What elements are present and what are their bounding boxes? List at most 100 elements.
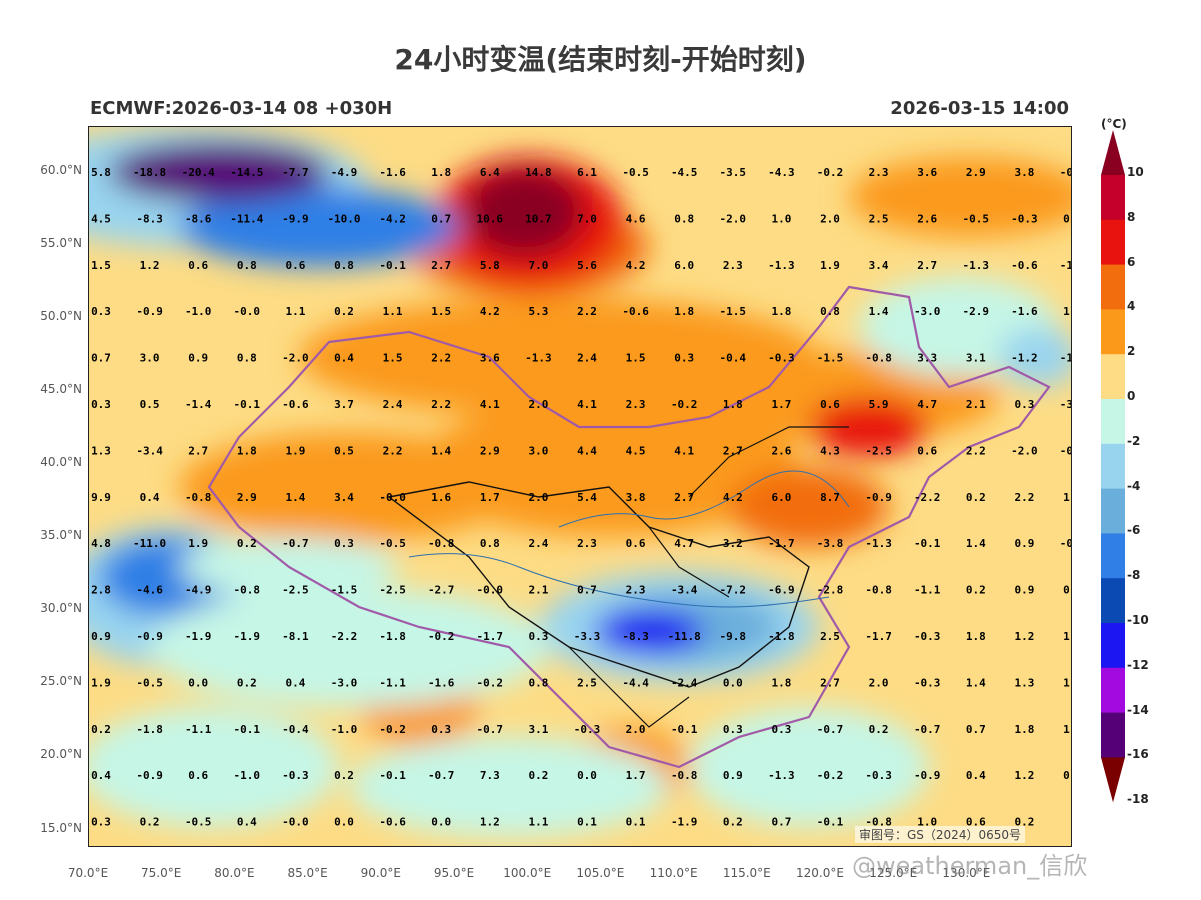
grid-value: 3.2 [723,537,743,550]
grid-value: 1.7 [771,398,791,411]
grid-value: -0.3 [914,630,941,643]
grid-value: -0.4 [1060,537,1071,550]
grid-value: 0.3 [91,816,111,829]
grid-value: 2.1 [528,584,548,597]
grid-value: 4.2 [480,305,500,318]
grid-value: -0.2 [817,166,844,179]
author-watermark: @weatherman_信欣 [852,852,1088,880]
grid-value: 0.6 [285,259,305,272]
province-borders-inner [568,426,849,728]
grid-value: -3.0 [331,676,358,689]
grid-value: -8.1 [282,630,309,643]
grid-value: 2.5 [577,676,597,689]
grid-value: -0.4 [720,352,747,365]
grid-value: -0.3 [914,676,941,689]
longitude-tick: 110.0°E [649,866,698,880]
grid-value: -1.6 [1060,259,1071,272]
colorbar-unit: (°C) [1101,117,1127,131]
grid-value: 4.2 [626,259,646,272]
grid-value: 0.2 [966,584,986,597]
grid-value: 0.4 [334,352,354,365]
value-grid: 5.8 -18.8 -20.4 -14.5 -7.7 -4.9 -1.6 1.8 6.4 14.8… [91,166,1071,829]
grid-value: 2.2 [431,352,451,365]
grid-value: -0.9 [865,491,892,504]
colorbar-segment [1101,712,1125,758]
grid-value: -7.7 [282,166,309,179]
grid-value: 7.3 [480,769,500,782]
grid-value: 0.3 [674,352,694,365]
grid-value: 0.6 [188,259,208,272]
grid-value: 0.7 [771,816,791,829]
grid-value: -8.3 [622,630,649,643]
grid-value: -1.6 [1011,305,1038,318]
colorbar-segment [1101,667,1125,714]
longitude-tick: 120.0°E [796,866,844,880]
grid-value: -0.1 [817,816,844,829]
grid-value: 1.1 [528,816,548,829]
grid-value: -10.0 [327,212,360,225]
grid-value: -1.8 [768,630,795,643]
grid-value: 2.2 [577,305,597,318]
grid-value: -0.8 [865,352,892,365]
grid-value: 1.4 [1063,630,1071,643]
grid-value: -9.8 [720,630,747,643]
grid-value: 7.0 [528,259,548,272]
grid-value: -0.5 [963,212,990,225]
grid-value: 0.6 [966,816,986,829]
latitude-tick: 30.0°N [40,601,82,615]
grid-value: -4.4 [622,676,649,689]
grid-value: 1.3 [1014,676,1034,689]
grid-value: 0.0 [334,816,354,829]
grid-value: -1.1 [379,676,406,689]
grid-value: -3.3 [1060,398,1071,411]
colorbar-tick-label: -10 [1127,613,1149,627]
grid-value: 0.8 [1063,212,1071,225]
grid-value: -0.2 [477,676,504,689]
grid-value: -1.8 [136,723,163,736]
grid-value: -0.5 [622,166,649,179]
grid-value: -3.0 [914,305,941,318]
grid-value: -0.7 [428,769,455,782]
grid-value: -2.2 [331,630,358,643]
grid-value: -1.4 [185,398,212,411]
grid-value: 6.0 [771,491,791,504]
grid-value: 3.3 [917,352,937,365]
grid-value: 2.2 [966,444,986,457]
longitude-tick: 80.0°E [214,866,255,880]
grid-value: -1.5 [331,584,358,597]
grid-value: 3.4 [334,491,354,504]
chart-title: 24小时变温(结束时刻-开始时刻) [394,43,807,76]
grid-value: 4.4 [577,444,597,457]
grid-value: 0.8 [334,259,354,272]
grid-value: -0.2 [379,723,406,736]
grid-value: 2.9 [480,444,500,457]
grid-value: -0.1 [671,723,698,736]
grid-value: 6.1 [577,166,597,179]
grid-value: 1.7 [480,491,500,504]
grid-value: 1.3 [91,444,111,457]
grid-value: 1.8 [674,305,694,318]
grid-value: 4.8 [91,537,111,550]
grid-value: -1.7 [865,630,892,643]
latitude-tick: 60.0°N [40,163,82,177]
model-run-label: ECMWF:2026-03-14 08 +030H [90,98,393,119]
grid-value: 2.0 [820,212,840,225]
colorbar-tick-label: 8 [1127,209,1136,224]
grid-value: 1.8 [237,444,257,457]
latitude-tick: 35.0°N [40,528,82,542]
grid-value: -4.2 [379,212,406,225]
grid-value: -0.9 [136,630,163,643]
grid-value: 0.2 [1014,816,1034,829]
latitude-tick: 20.0°N [40,747,82,761]
grid-value: 0.9 [723,769,743,782]
grid-value: 1.9 [91,676,111,689]
colorbar-tick-label: 2 [1127,344,1136,359]
grid-value: -6.9 [768,584,795,597]
grid-value: 1.5 [383,352,403,365]
grid-value: -0.9 [914,769,941,782]
grid-value: -1.7 [477,630,504,643]
grid-value: 1.9 [820,259,840,272]
grid-value: 2.6 [771,444,791,457]
grid-value: -1.7 [768,537,795,550]
grid-value: 3.7 [334,398,354,411]
